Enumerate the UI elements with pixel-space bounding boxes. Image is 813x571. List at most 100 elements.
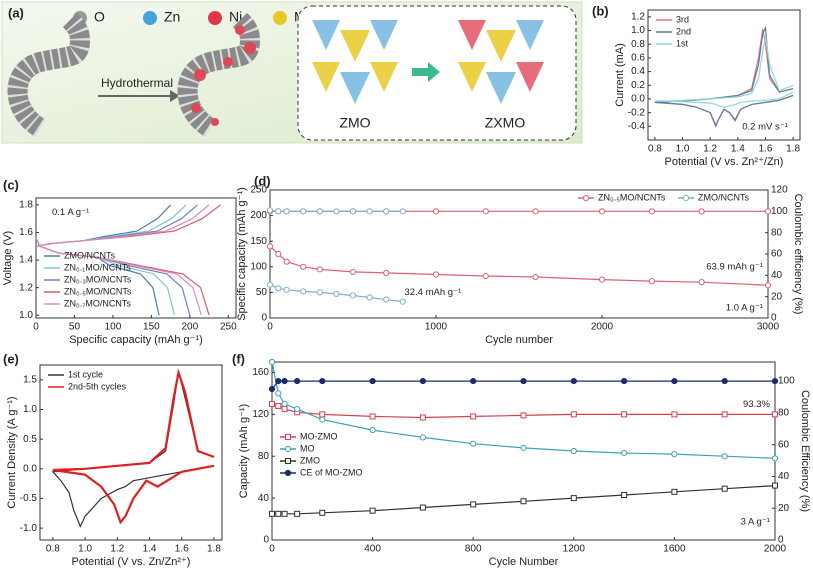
panel-label: (b) [592, 3, 609, 18]
plot-frame [647, 9, 801, 141]
x-tick-label: 800 [465, 544, 482, 555]
x-tick-label: 1.8 [786, 144, 800, 155]
marker [648, 208, 655, 215]
marker [648, 278, 655, 285]
marker [284, 469, 292, 477]
marker [294, 377, 301, 385]
marker [281, 406, 288, 413]
process-label: Hydrothermal [101, 76, 173, 90]
legend-label: ZN₀.₅MO/NCNTs [598, 192, 666, 202]
legend-label: ZN₀.₇MO/NCNTs [64, 298, 131, 308]
legend-label: ZN₀.₅MO/NCNTs [64, 286, 132, 296]
annotation: 1.0 A g⁻¹ [726, 302, 763, 313]
y-axis-label: Capacity (mAh g⁻¹) [238, 404, 250, 498]
marker [570, 447, 577, 455]
y2-tick-label: 80 [778, 407, 790, 418]
chart: (f)0 400 800 1200 1600 2000040801201600204060… [232, 351, 811, 567]
marker [284, 445, 292, 453]
marker [432, 271, 440, 278]
y-axis-label: Current Density (A g⁻¹) [6, 396, 18, 508]
x-tick-label: 150 [143, 322, 160, 333]
y-tick-label: 0.2 [631, 80, 645, 91]
x-tick-label: 1.0 [78, 544, 92, 555]
y2-tick-label: 100 [778, 376, 795, 387]
x-tick-label: 2000 [591, 322, 614, 333]
marker [570, 495, 577, 502]
x-tick-label: 3000 [757, 322, 780, 333]
y2-tick-label: 20 [771, 291, 783, 302]
y-tick-label: 1.6 [19, 227, 33, 238]
marker [671, 488, 678, 495]
marker [316, 266, 323, 273]
marker [316, 208, 323, 215]
x-tick-label: 1.6 [175, 544, 189, 555]
marker [316, 289, 323, 296]
marker [671, 451, 678, 458]
marker [570, 411, 577, 418]
y-tick-label: 1.8 [19, 200, 33, 211]
crystal-zxmo [458, 20, 544, 104]
y-tick-label: 0.5 [23, 434, 37, 445]
marker [621, 377, 628, 385]
y-tick-label: -1.0 [20, 523, 38, 534]
marker [349, 292, 357, 299]
marker [698, 208, 705, 215]
legend-label: 2nd-5th cycles [68, 381, 127, 391]
marker [275, 390, 282, 397]
marker [721, 377, 728, 385]
y-tick-label: 250 [250, 185, 267, 196]
marker [275, 402, 282, 409]
x-axis-label: Specific capacity (mAh g⁻¹) [69, 334, 203, 346]
y2-tick-label: 40 [771, 270, 783, 281]
y-tick-label: 0.0 [23, 463, 37, 474]
marker [319, 416, 326, 423]
legend-mn [273, 11, 287, 25]
marker [399, 208, 406, 215]
x-tick-label: 1.0 [676, 144, 690, 155]
y-tick-label: 1.2 [631, 11, 645, 22]
nanotube [7, 12, 91, 137]
marker [333, 208, 340, 215]
marker [721, 453, 728, 460]
legend-label: MO-ZMO [300, 431, 338, 441]
series-line [654, 25, 794, 128]
marker [598, 276, 606, 283]
x-tick-label: 250 [220, 322, 237, 333]
x-tick-label: 200 [182, 322, 199, 333]
marker [764, 282, 772, 289]
x-tick-label: 1600 [663, 544, 686, 555]
x-tick-label: 50 [69, 322, 81, 333]
marker [281, 400, 288, 407]
marker [319, 411, 326, 418]
arrow-head [170, 90, 180, 102]
y-tick-label: 0 [263, 535, 269, 546]
y-tick-label: 1.0 [631, 25, 645, 36]
y-tick-label: 1.0 [19, 310, 33, 321]
y2-tick-label: 60 [771, 249, 783, 260]
y-axis-label: Specific capacity (mAh g⁻¹) [236, 187, 248, 321]
legend-label: ZMO [300, 455, 320, 465]
annotation: 93.3% [743, 399, 770, 410]
series-line [271, 361, 776, 459]
marker [520, 377, 527, 385]
x-tick-label: 1.2 [110, 544, 124, 555]
marker [482, 208, 489, 215]
marker [470, 377, 477, 385]
marker [383, 296, 390, 303]
marker [275, 377, 282, 385]
marker [281, 377, 288, 385]
marker [275, 208, 282, 215]
legend-ni [208, 11, 222, 25]
marker [268, 385, 276, 393]
marker [266, 281, 274, 288]
x-tick-label: 0 [33, 322, 39, 333]
y-tick-label: 1.4 [19, 255, 33, 266]
marker [369, 507, 376, 514]
y-tick-label: 150 [250, 236, 267, 247]
x-tick-label: 100 [105, 322, 122, 333]
marker [369, 426, 376, 434]
plot-frame [269, 189, 769, 319]
marker [771, 455, 779, 462]
marker [283, 208, 290, 215]
y2-tick-label: 80 [771, 227, 783, 238]
